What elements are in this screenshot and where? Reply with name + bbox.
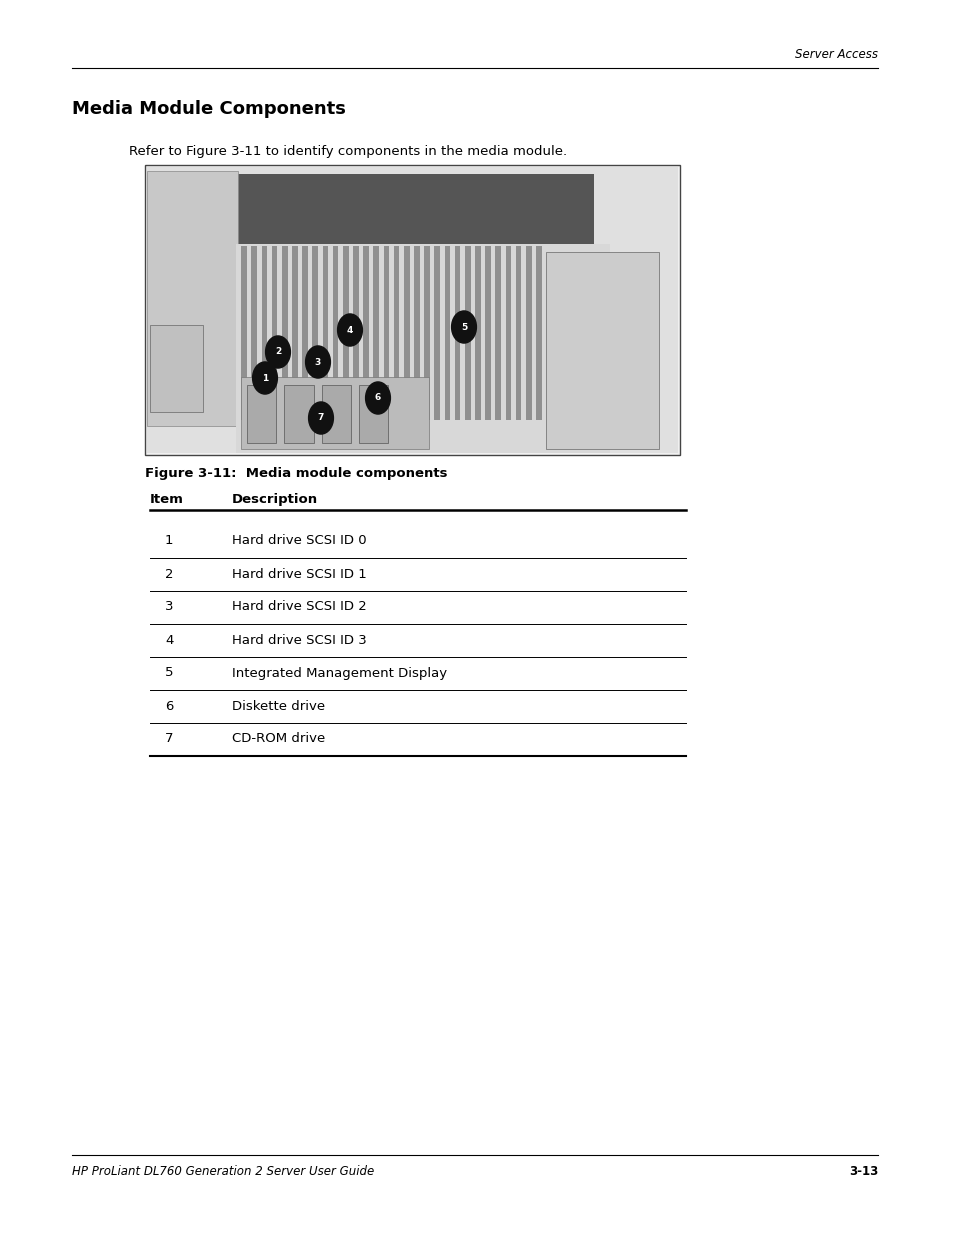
FancyBboxPatch shape: [292, 246, 297, 420]
Text: CD-ROM drive: CD-ROM drive: [232, 732, 325, 746]
Text: 3: 3: [165, 600, 173, 614]
FancyBboxPatch shape: [147, 170, 237, 426]
Text: Hard drive SCSI ID 3: Hard drive SCSI ID 3: [232, 634, 366, 646]
Text: Hard drive SCSI ID 2: Hard drive SCSI ID 2: [232, 600, 366, 614]
FancyBboxPatch shape: [434, 246, 439, 420]
FancyBboxPatch shape: [546, 252, 658, 450]
Text: 3: 3: [314, 357, 321, 367]
Text: HP ProLiant DL760 Generation 2 Server User Guide: HP ProLiant DL760 Generation 2 Server Us…: [71, 1165, 374, 1178]
Text: 4: 4: [347, 326, 353, 335]
FancyBboxPatch shape: [313, 246, 317, 420]
FancyBboxPatch shape: [505, 246, 511, 420]
FancyBboxPatch shape: [358, 385, 388, 443]
FancyBboxPatch shape: [261, 246, 267, 420]
FancyBboxPatch shape: [475, 246, 480, 420]
FancyBboxPatch shape: [321, 385, 351, 443]
Text: 4: 4: [165, 634, 173, 646]
FancyBboxPatch shape: [536, 246, 541, 420]
FancyBboxPatch shape: [464, 246, 470, 420]
FancyBboxPatch shape: [241, 377, 428, 450]
FancyBboxPatch shape: [373, 246, 378, 420]
FancyBboxPatch shape: [353, 246, 358, 420]
Text: 7: 7: [165, 732, 173, 746]
Circle shape: [308, 401, 333, 433]
Text: Item: Item: [150, 493, 184, 506]
FancyBboxPatch shape: [485, 246, 491, 420]
FancyBboxPatch shape: [495, 246, 500, 420]
Circle shape: [253, 362, 277, 394]
Text: Refer to Figure 3-11 to identify components in the media module.: Refer to Figure 3-11 to identify compone…: [129, 144, 566, 158]
FancyBboxPatch shape: [147, 168, 678, 452]
FancyBboxPatch shape: [414, 246, 419, 420]
Circle shape: [305, 346, 330, 378]
FancyBboxPatch shape: [282, 246, 287, 420]
Text: 6: 6: [165, 699, 173, 713]
Text: Integrated Management Display: Integrated Management Display: [232, 667, 447, 679]
FancyBboxPatch shape: [333, 246, 338, 420]
Text: 5: 5: [460, 322, 467, 331]
FancyBboxPatch shape: [394, 246, 399, 420]
Text: 7: 7: [317, 414, 324, 422]
FancyBboxPatch shape: [322, 246, 328, 420]
FancyBboxPatch shape: [145, 165, 679, 454]
Text: Description: Description: [232, 493, 317, 506]
FancyBboxPatch shape: [252, 246, 256, 420]
Text: 1: 1: [262, 373, 268, 383]
Text: 2: 2: [165, 568, 173, 580]
Circle shape: [451, 311, 476, 343]
Text: Figure 3-11:  Media module components: Figure 3-11: Media module components: [145, 467, 447, 480]
Text: Hard drive SCSI ID 1: Hard drive SCSI ID 1: [232, 568, 366, 580]
FancyBboxPatch shape: [284, 385, 314, 443]
Text: Diskette drive: Diskette drive: [232, 699, 325, 713]
Circle shape: [265, 336, 290, 368]
Text: Hard drive SCSI ID 0: Hard drive SCSI ID 0: [232, 535, 366, 547]
FancyBboxPatch shape: [241, 246, 247, 420]
FancyBboxPatch shape: [235, 243, 610, 452]
FancyBboxPatch shape: [150, 325, 203, 411]
Text: 5: 5: [165, 667, 173, 679]
FancyBboxPatch shape: [363, 246, 369, 420]
FancyBboxPatch shape: [403, 246, 409, 420]
Text: Media Module Components: Media Module Components: [71, 100, 346, 119]
FancyBboxPatch shape: [455, 246, 460, 420]
Circle shape: [365, 382, 390, 414]
FancyBboxPatch shape: [444, 246, 450, 420]
FancyBboxPatch shape: [302, 246, 308, 420]
FancyBboxPatch shape: [383, 246, 389, 420]
Text: 6: 6: [375, 394, 381, 403]
FancyBboxPatch shape: [272, 246, 277, 420]
Text: Server Access: Server Access: [794, 48, 877, 61]
FancyBboxPatch shape: [247, 385, 275, 443]
FancyBboxPatch shape: [525, 246, 531, 420]
FancyBboxPatch shape: [193, 174, 594, 246]
Text: 2: 2: [274, 347, 281, 357]
FancyBboxPatch shape: [516, 246, 520, 420]
FancyBboxPatch shape: [342, 246, 348, 420]
FancyBboxPatch shape: [424, 246, 430, 420]
Circle shape: [337, 314, 362, 346]
Text: 3-13: 3-13: [848, 1165, 877, 1178]
Text: 1: 1: [165, 535, 173, 547]
